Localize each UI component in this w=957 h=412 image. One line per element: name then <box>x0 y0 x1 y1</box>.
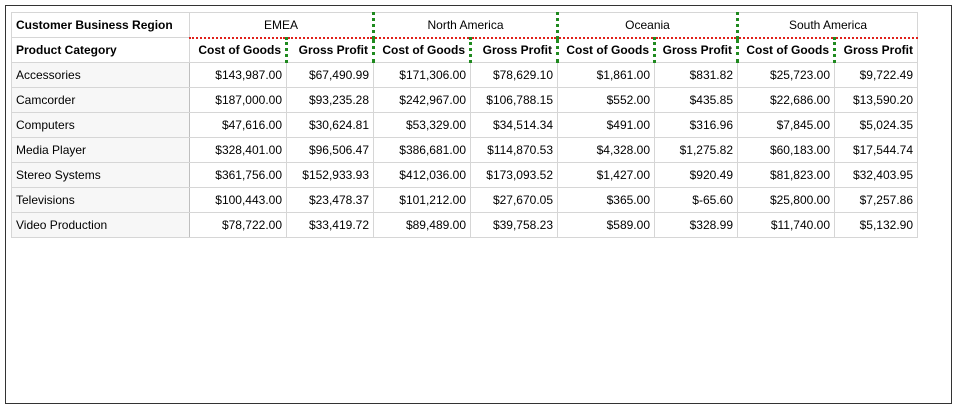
table-cell: $7,257.86 <box>834 187 918 213</box>
table-cell: $152,933.93 <box>286 162 374 188</box>
table-cell: $39,758.23 <box>470 212 558 238</box>
table-row: Video Production $78,722.00 $33,419.72 $… <box>11 212 918 238</box>
corner-region-label: Customer Business Region <box>11 12 190 38</box>
table-cell: $78,629.10 <box>470 62 558 88</box>
table-cell: $187,000.00 <box>189 87 287 113</box>
table-cell: $386,681.00 <box>373 137 471 163</box>
table-cell: $17,544.74 <box>834 137 918 163</box>
table-cell: $143,987.00 <box>189 62 287 88</box>
table-cell: $25,723.00 <box>737 62 835 88</box>
measure-header-cost-of-goods[interactable]: Cost of Goods <box>189 37 288 63</box>
table-cell: $552.00 <box>557 87 655 113</box>
table-cell: $33,419.72 <box>286 212 374 238</box>
table-cell: $365.00 <box>557 187 655 213</box>
table-cell: $53,329.00 <box>373 112 471 138</box>
table-cell: $435.85 <box>654 87 738 113</box>
table-row: Accessories $143,987.00 $67,490.99 $171,… <box>11 62 918 88</box>
table-cell: $7,845.00 <box>737 112 835 138</box>
table-cell: $93,235.28 <box>286 87 374 113</box>
table-cell: $491.00 <box>557 112 655 138</box>
row-label-category[interactable]: Accessories <box>11 62 190 88</box>
measure-header-cost-of-goods[interactable]: Cost of Goods <box>737 37 836 63</box>
table-cell: $412,036.00 <box>373 162 471 188</box>
table-cell: $11,740.00 <box>737 212 835 238</box>
table-row: Computers $47,616.00 $30,624.81 $53,329.… <box>11 112 918 138</box>
table-cell: $30,624.81 <box>286 112 374 138</box>
row-label-category[interactable]: Computers <box>11 112 190 138</box>
table-row: Stereo Systems $361,756.00 $152,933.93 $… <box>11 162 918 188</box>
report-frame: Customer Business Region EMEA North Amer… <box>5 5 952 404</box>
table-cell: $22,686.00 <box>737 87 835 113</box>
table-cell: $101,212.00 <box>373 187 471 213</box>
row-label-category[interactable]: Televisions <box>11 187 190 213</box>
table-cell: $920.49 <box>654 162 738 188</box>
table-cell: $1,861.00 <box>557 62 655 88</box>
measure-header-gross-profit[interactable]: Gross Profit <box>286 37 375 63</box>
table-cell: $173,093.52 <box>470 162 558 188</box>
table-cell: $78,722.00 <box>189 212 287 238</box>
row-label-category[interactable]: Camcorder <box>11 87 190 113</box>
region-header-row: Customer Business Region EMEA North Amer… <box>11 12 918 39</box>
table-cell: $5,132.90 <box>834 212 918 238</box>
region-header-emea[interactable]: EMEA <box>189 12 375 39</box>
table-row: Camcorder $187,000.00 $93,235.28 $242,96… <box>11 87 918 113</box>
table-cell: $34,514.34 <box>470 112 558 138</box>
region-header-south-america[interactable]: South America <box>737 12 918 39</box>
measure-header-gross-profit[interactable]: Gross Profit <box>834 37 918 63</box>
table-cell: $89,489.00 <box>373 212 471 238</box>
table-cell: $106,788.15 <box>470 87 558 113</box>
table-cell: $4,328.00 <box>557 137 655 163</box>
table-cell: $27,670.05 <box>470 187 558 213</box>
measure-header-gross-profit[interactable]: Gross Profit <box>654 37 739 63</box>
table-cell: $9,722.49 <box>834 62 918 88</box>
corner-category-label: Product Category <box>11 37 190 63</box>
table-cell: $589.00 <box>557 212 655 238</box>
table-cell: $81,823.00 <box>737 162 835 188</box>
table-cell: $5,024.35 <box>834 112 918 138</box>
row-label-category[interactable]: Video Production <box>11 212 190 238</box>
table-row: Media Player $328,401.00 $96,506.47 $386… <box>11 137 918 163</box>
table-row: Televisions $100,443.00 $23,478.37 $101,… <box>11 187 918 213</box>
table-cell: $100,443.00 <box>189 187 287 213</box>
row-label-category[interactable]: Media Player <box>11 137 190 163</box>
row-label-category[interactable]: Stereo Systems <box>11 162 190 188</box>
table-cell: $1,427.00 <box>557 162 655 188</box>
measure-header-row: Product Category Cost of Goods Gross Pro… <box>11 37 918 63</box>
table-cell: $361,756.00 <box>189 162 287 188</box>
table-cell: $23,478.37 <box>286 187 374 213</box>
measure-header-cost-of-goods[interactable]: Cost of Goods <box>557 37 656 63</box>
region-header-oceania[interactable]: Oceania <box>557 12 739 39</box>
table-cell: $32,403.95 <box>834 162 918 188</box>
table-cell: $67,490.99 <box>286 62 374 88</box>
table-cell: $171,306.00 <box>373 62 471 88</box>
table-cell: $1,275.82 <box>654 137 738 163</box>
table-cell: $-65.60 <box>654 187 738 213</box>
table-cell: $316.96 <box>654 112 738 138</box>
table-cell: $831.82 <box>654 62 738 88</box>
table-cell: $13,590.20 <box>834 87 918 113</box>
crosstab-table: Customer Business Region EMEA North Amer… <box>11 12 918 238</box>
table-body: Accessories $143,987.00 $67,490.99 $171,… <box>11 62 918 238</box>
table-cell: $47,616.00 <box>189 112 287 138</box>
table-cell: $25,800.00 <box>737 187 835 213</box>
table-cell: $114,870.53 <box>470 137 558 163</box>
table-cell: $328,401.00 <box>189 137 287 163</box>
table-cell: $60,183.00 <box>737 137 835 163</box>
table-cell: $96,506.47 <box>286 137 374 163</box>
table-cell: $242,967.00 <box>373 87 471 113</box>
measure-header-cost-of-goods[interactable]: Cost of Goods <box>373 37 472 63</box>
region-header-north-america[interactable]: North America <box>373 12 559 39</box>
measure-header-gross-profit[interactable]: Gross Profit <box>470 37 559 63</box>
table-cell: $328.99 <box>654 212 738 238</box>
